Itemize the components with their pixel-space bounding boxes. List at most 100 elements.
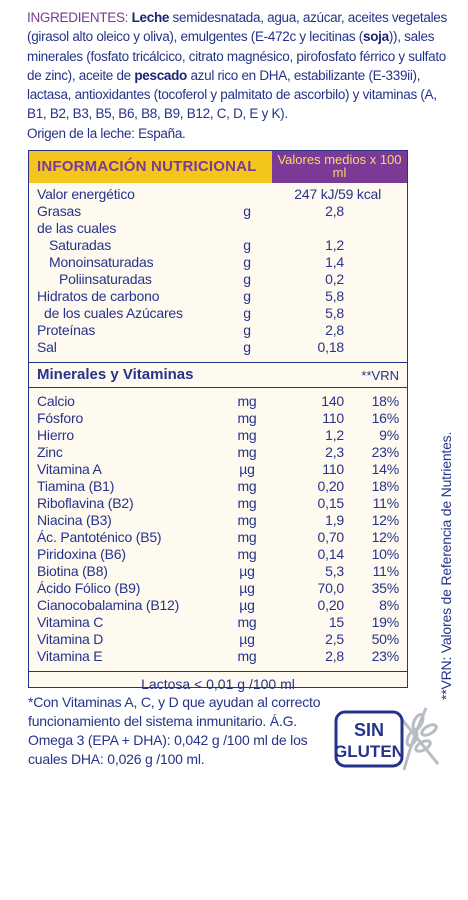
value: 247 kJ/59 kcal <box>294 186 381 202</box>
label: Hidratos de carbono <box>37 288 160 304</box>
allergen: pescado <box>134 67 187 83</box>
label: Riboflavina (B2) <box>37 495 134 511</box>
value: 1,4 <box>325 254 344 270</box>
unit: µg <box>239 563 255 579</box>
row: Zinc mg 2,3 23% <box>29 444 407 461</box>
value: 2,5 <box>325 631 344 647</box>
vrn: 14% <box>371 461 400 477</box>
unit: g <box>243 237 251 253</box>
unit: µg <box>239 580 255 596</box>
badge-frame <box>334 710 404 768</box>
minerals-title: Minerales y Vitaminas <box>37 366 194 383</box>
unit: g <box>243 271 251 287</box>
per-100ml: Valores medios x 100 ml <box>272 151 407 183</box>
ingredients-text: )), sales minerales (fosfato tricálcico,… <box>27 29 446 83</box>
unit: g <box>243 305 251 321</box>
label: Grasas <box>37 203 81 219</box>
unit: mg <box>237 614 257 630</box>
value: 70,0 <box>317 580 345 596</box>
allergen: Leche <box>131 10 170 25</box>
value: 140 <box>321 393 344 409</box>
nutrition-table: INFORMACIÓN NUTRICIONAL Valores medios x… <box>28 150 408 692</box>
unit: µg <box>239 631 255 647</box>
row: Sal g 0,18 <box>29 339 407 356</box>
label: Calcio <box>37 393 75 409</box>
table-header: INFORMACIÓN NUTRICIONAL Valores medios x… <box>29 151 407 183</box>
minerals-header: Minerales y Vitaminas **VRN <box>29 363 407 388</box>
row: Riboflavina (B2) mg 0,15 11% <box>29 495 407 512</box>
value: 2,8 <box>325 322 344 338</box>
label: de los cuales Azúcares <box>44 305 183 321</box>
row: Valor energético 247 kJ/59 kcal <box>29 186 407 203</box>
label: Sal <box>37 339 57 355</box>
row: Niacina (B3) mg 1,9 12% <box>29 512 407 529</box>
label: Tiamina (B1) <box>37 478 115 494</box>
unit: mg <box>237 393 257 409</box>
label: Hierro <box>37 427 74 443</box>
label: Piridoxina (B6) <box>37 546 126 562</box>
row: Vitamina C mg 15 19% <box>29 614 407 631</box>
value: 5,8 <box>325 288 344 304</box>
label: Poliinsaturadas <box>59 271 152 287</box>
unit: µg <box>239 597 255 613</box>
label: Vitamina C <box>37 614 104 630</box>
unit: mg <box>237 444 257 460</box>
ingredients-text: semidesnatada, agua, azúcar, aceites veg… <box>27 10 447 45</box>
label: Fósforo <box>37 410 84 426</box>
vrn: 9% <box>379 427 399 443</box>
unit: mg <box>237 410 257 426</box>
vrn: 23% <box>371 444 400 460</box>
label: Vitamina D <box>37 631 104 647</box>
label: Ácido Fólico (B9) <box>37 580 141 596</box>
origin: Origen de la leche: España. <box>27 125 186 141</box>
allergen: soja <box>363 29 389 45</box>
row: Hidratos de carbono g 5,8 <box>29 288 407 305</box>
label: Biotina (B8) <box>37 563 108 579</box>
row: Grasas g 2,8 <box>29 203 407 220</box>
value: 0,15 <box>317 495 345 511</box>
vrn: 23% <box>371 648 400 664</box>
row: Ácido Fólico (B9) µg 70,0 35% <box>29 580 407 597</box>
value: 5,3 <box>325 563 344 579</box>
unit: g <box>243 339 251 355</box>
row: Vitamina D µg 2,5 50% <box>29 631 407 648</box>
unit: g <box>243 288 251 304</box>
table-title: INFORMACIÓN NUTRICIONAL <box>37 158 257 175</box>
value: 15 <box>328 614 344 630</box>
gluten-free-badge: SIN GLUTEN <box>334 707 440 771</box>
label: Valor energético <box>37 186 135 202</box>
vrn: 11% <box>372 495 400 511</box>
unit: mg <box>237 512 257 528</box>
minerals-rows: Calcio mg 140 18% Fósforo mg 110 16% Hierro mg 1,2… <box>29 388 407 672</box>
unit: mg <box>237 546 257 562</box>
row: Fósforo mg 110 16% <box>29 410 407 427</box>
value: 110 <box>322 410 344 426</box>
row: Saturadas g 1,2 <box>29 237 407 254</box>
vrn: 18% <box>371 478 400 494</box>
vrn: 35% <box>371 580 400 596</box>
vrn: 10% <box>371 546 400 562</box>
row: Vitamina E mg 2,8 23% <box>29 648 407 665</box>
vrn: 19% <box>371 614 400 630</box>
row: Ác. Pantoténico (B5) mg 0,70 12% <box>29 529 407 546</box>
unit: mg <box>237 427 257 443</box>
row: Poliinsaturadas g 0,2 <box>29 271 407 288</box>
row: Monoinsaturadas g 1,4 <box>29 254 407 271</box>
unit: mg <box>237 478 257 494</box>
row: de los cuales Azúcares g 5,8 <box>29 305 407 322</box>
ingredients: INGREDIENTES: Leche semidesnatada, agua,… <box>27 8 447 143</box>
unit: g <box>243 322 251 338</box>
value: 1,9 <box>325 512 344 528</box>
nutrition-rows: Valor energético 247 kJ/59 kcal Grasas g 2,… <box>29 183 407 363</box>
lactose: Lactosa < 0,01 g /100 ml <box>141 676 295 692</box>
value: 1,2 <box>325 427 344 443</box>
label: Vitamina A <box>37 461 102 477</box>
unit: µg <box>239 461 255 477</box>
vrn: 12% <box>371 512 400 528</box>
value: 0,18 <box>317 339 345 355</box>
unit: g <box>243 254 251 270</box>
vrn-header: **VRN <box>361 368 399 383</box>
row: Vitamina A µg 110 14% <box>29 461 407 478</box>
value: 2,8 <box>325 203 344 219</box>
footnote: *Con Vitaminas A, C, y D que ayudan al c… <box>28 694 321 767</box>
